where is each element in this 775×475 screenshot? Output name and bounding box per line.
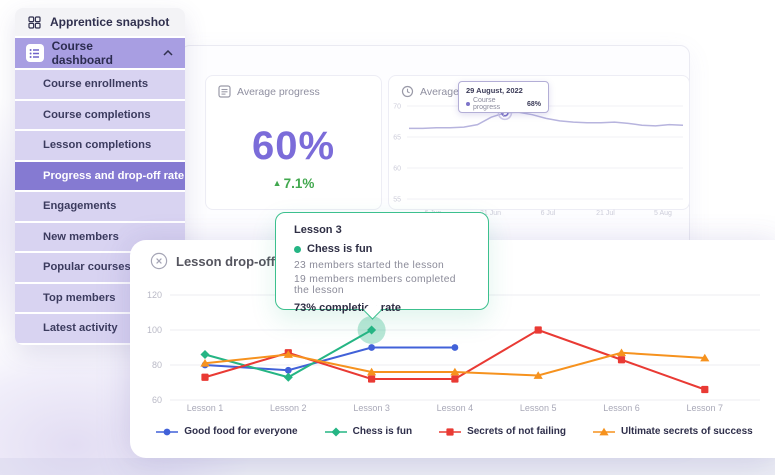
svg-text:5 Aug: 5 Aug (654, 210, 672, 217)
sidebar-item-label: Apprentice snapshot (50, 15, 170, 29)
legend-label: Chess is fun (352, 426, 413, 437)
svg-text:Lesson 6: Lesson 6 (603, 403, 640, 413)
history-clock-icon (401, 85, 414, 98)
report-icon (218, 85, 231, 98)
sidebar-item-engagements[interactable]: Engagements (15, 192, 185, 223)
sidebar-item-label: Latest activity (43, 322, 118, 335)
sidebar-item-label: New members (43, 230, 119, 243)
sidebar-item-label: Lesson completions (43, 139, 152, 152)
series-dot-icon (294, 245, 301, 253)
svg-text:Lesson 5: Lesson 5 (520, 403, 557, 413)
lesson-drop-off-card: Lesson drop-off rate 120 100 80 60 Lesson 1 L… (130, 240, 775, 458)
progress-chart-tooltip: 29 August, 2022 Course progress 68% (458, 81, 549, 113)
legend-label: Good food for everyone (184, 426, 298, 437)
sidebar-item-label: Course completions (43, 108, 151, 121)
delta-value: 7.1% (283, 176, 315, 191)
tooltip-series-label: Course progress (472, 97, 501, 111)
progress-delta: ▲ 7.1% (206, 176, 381, 191)
svg-text:100: 100 (147, 325, 162, 335)
sidebar-item-label: Engagements (43, 200, 117, 213)
tooltip-stem (503, 112, 504, 117)
card-title: Average progress (237, 85, 320, 98)
card-title: Lesson drop-off rate (176, 253, 303, 269)
svg-text:65: 65 (393, 135, 401, 142)
tooltip-line-started: 23 members started the lesson (294, 260, 445, 271)
svg-text:55: 55 (393, 197, 401, 204)
tooltip-completion-rate: 73% completion rate (294, 302, 401, 314)
svg-text:Lesson 4: Lesson 4 (437, 403, 474, 413)
tooltip-heading: Lesson 3 (294, 224, 342, 236)
sidebar-item-course-completions[interactable]: Course completions (15, 100, 185, 131)
sidebar-item-course-enrollments[interactable]: Course enrollments (15, 70, 185, 101)
legend-item-good-food[interactable]: Good food for everyone (155, 426, 298, 437)
up-arrow-icon: ▲ (272, 178, 282, 188)
svg-text:Lesson 1: Lesson 1 (187, 403, 224, 413)
circled-x-icon (150, 252, 168, 270)
svg-text:60: 60 (152, 395, 162, 405)
series-dot-icon (466, 102, 470, 106)
sidebar-item-label: Progress and drop-off rate (43, 169, 185, 182)
legend-marker-icon (592, 427, 615, 435)
sidebar-item-apprentice-snapshot[interactable]: Apprentice snapshot (15, 8, 185, 38)
tooltip-series-value: 68% (526, 100, 541, 108)
dropoff-chart-canvas[interactable]: 120 100 80 60 Lesson 1 Lesson 2 Lesson 3 Lesson… (130, 240, 775, 418)
tooltip-line-completed: 19 members members completed the lesson (294, 274, 456, 296)
svg-text:120: 120 (147, 290, 162, 300)
list-icon (26, 44, 44, 62)
chevron-up-icon[interactable] (163, 50, 173, 56)
tooltip-date: 29 August, 2022 (466, 86, 523, 95)
legend-marker-icon (156, 428, 179, 435)
legend-marker-icon (324, 426, 347, 437)
svg-text:60: 60 (393, 166, 401, 173)
chart-legend: Good food for everyone Chess is fun Secr… (130, 426, 775, 437)
svg-text:Lesson 7: Lesson 7 (687, 403, 724, 413)
average-progress-value: 60% (251, 124, 336, 168)
legend-label: Ultimate secrets of success (620, 426, 753, 437)
sidebar-item-label: Course enrollments (43, 78, 149, 91)
sidebar-item-course-dashboard[interactable]: Course dashboard (15, 38, 185, 70)
average-progress-card: Average progress 60% ▲ 7.1% (205, 75, 382, 210)
svg-text:Lesson 3: Lesson 3 (353, 403, 390, 413)
svg-text:Lesson 2: Lesson 2 (270, 403, 307, 413)
legend-marker-icon (439, 427, 462, 436)
svg-text:80: 80 (152, 360, 162, 370)
sidebar-item-label: Top members (43, 291, 116, 304)
legend-item-ultimate-secrets[interactable]: Ultimate secrets of success (592, 426, 753, 437)
sidebar-item-label: Popular courses (43, 261, 131, 274)
svg-text:6 Jul: 6 Jul (541, 210, 556, 217)
sidebar-item-progress-drop-off-rate[interactable]: Progress and drop-off rate (15, 161, 185, 192)
legend-item-chess-is-fun[interactable]: Chess is fun (324, 426, 412, 437)
lesson-drop-off-tooltip: Lesson 3 Chess is fun 23 members started… (275, 212, 489, 320)
sidebar-item-lesson-completions[interactable]: Lesson completions (15, 131, 185, 162)
grid-icon (28, 15, 41, 29)
legend-label: Secrets of not failing (467, 426, 566, 437)
svg-text:21 Jun: 21 Jun (480, 210, 501, 217)
svg-text:70: 70 (393, 104, 401, 111)
sidebar-item-label: Course dashboard (51, 39, 113, 67)
legend-item-secrets-not-failing[interactable]: Secrets of not failing (438, 426, 566, 437)
tooltip-series-name: Chess is fun (307, 243, 373, 255)
svg-text:21 Jul: 21 Jul (596, 210, 615, 217)
